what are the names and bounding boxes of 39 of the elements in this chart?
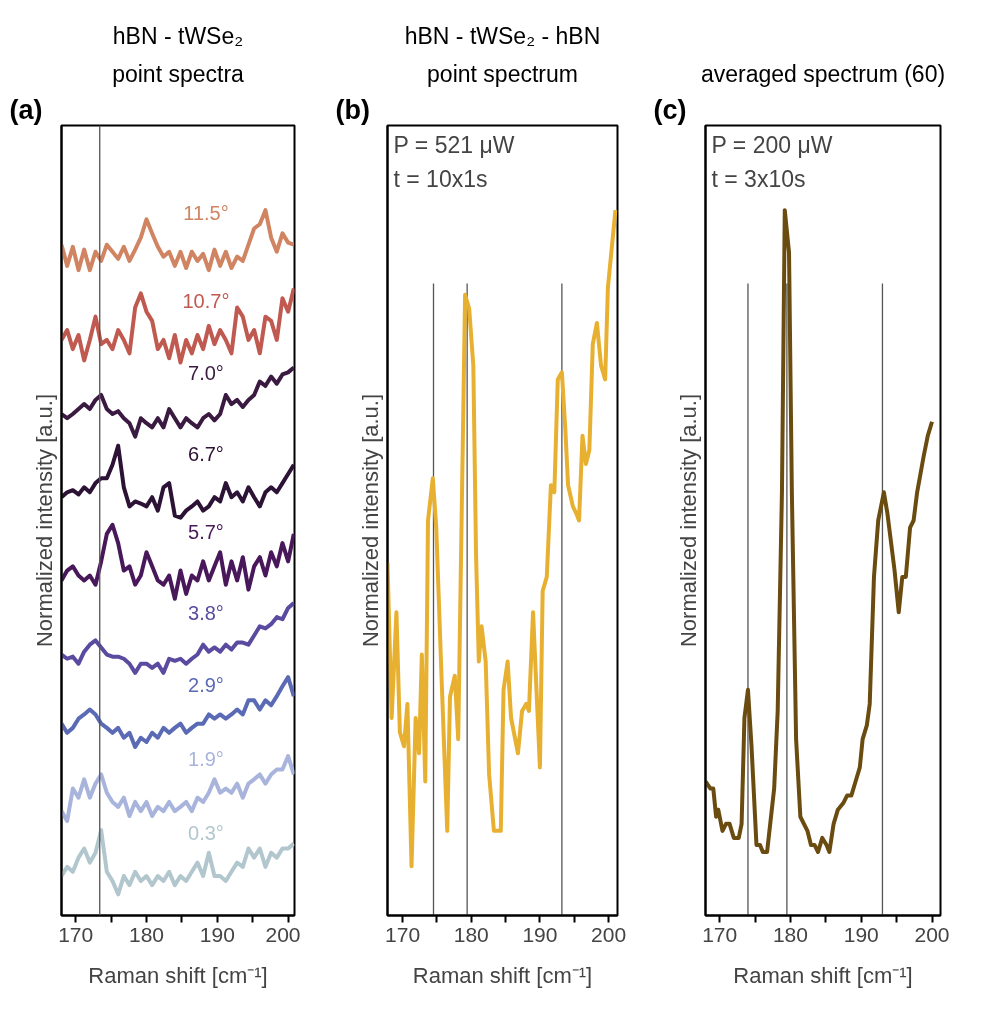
x-tick-label: 170 xyxy=(58,922,94,946)
x-tick-label: 180 xyxy=(772,922,808,946)
y-axis-title: Normalized intensity [a.u.] xyxy=(31,393,57,648)
text: (b) xyxy=(335,94,370,125)
x-axis-title: Raman shift [cm⁻¹] xyxy=(88,962,268,988)
x-tick-label: 190 xyxy=(199,922,235,946)
x-tick-label: 190 xyxy=(843,922,879,946)
x-tick-label: 180 xyxy=(128,922,165,946)
chart-subtitle: point spectrum xyxy=(427,60,578,87)
x-tick-label: 200 xyxy=(591,922,627,946)
text: P = 200 μW xyxy=(711,131,833,158)
series-label: 10.7° xyxy=(182,290,230,313)
series-label: 0.3° xyxy=(188,822,224,845)
x-axis-title: Raman shift [cm⁻¹] xyxy=(412,962,593,988)
y-axis-title: Normalized intensity [a.u.] xyxy=(675,393,701,648)
x-tick-label: 180 xyxy=(453,922,489,946)
series-label: 1.9° xyxy=(188,748,224,771)
series-label: 7.0° xyxy=(188,361,224,384)
text: (c) xyxy=(653,94,687,125)
series-label: 6.7° xyxy=(188,442,224,465)
x-tick-label: 170 xyxy=(385,922,421,946)
series-label: 2.9° xyxy=(188,673,224,696)
chart-subtitle: point spectra xyxy=(112,60,245,87)
x-tick-label: 200 xyxy=(914,922,950,946)
text: t = 10x1s xyxy=(393,165,488,192)
chart-title: hBN - tWSe₂ - hBN xyxy=(404,22,601,49)
x-tick-label: 200 xyxy=(265,922,301,946)
chart-subtitle: averaged spectrum (60) xyxy=(700,60,946,87)
x-tick-label: 170 xyxy=(702,922,738,946)
x-tick-label: 190 xyxy=(522,922,558,946)
x-axis-title: Raman shift [cm⁻¹] xyxy=(733,962,913,988)
series-label: 11.5° xyxy=(183,202,229,225)
text: t = 3x10s xyxy=(711,165,806,192)
text: (a) xyxy=(9,94,43,125)
series-label: 5.7° xyxy=(188,520,224,543)
series-label: 3.8° xyxy=(188,602,224,625)
y-axis-title: Normalized intensity [a.u.] xyxy=(357,393,383,648)
text: P = 521 μW xyxy=(393,131,515,158)
chart-title: hBN - tWSe₂ xyxy=(112,22,244,49)
